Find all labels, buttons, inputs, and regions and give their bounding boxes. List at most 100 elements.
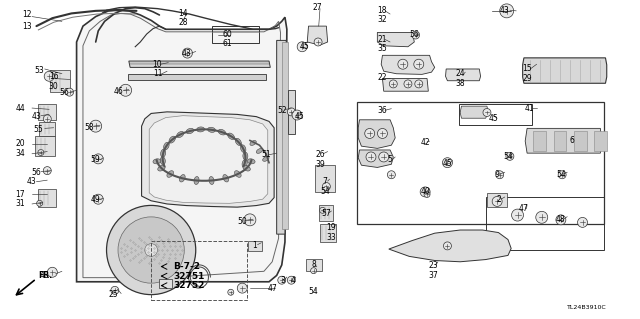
- Ellipse shape: [247, 159, 255, 164]
- Text: 2: 2: [496, 195, 500, 204]
- Text: 45: 45: [489, 114, 499, 123]
- Ellipse shape: [242, 160, 247, 167]
- Text: 19: 19: [326, 223, 336, 232]
- Text: 34: 34: [15, 149, 26, 158]
- Text: 57: 57: [321, 209, 332, 218]
- Bar: [594, 131, 607, 151]
- Bar: [39, 122, 55, 136]
- Polygon shape: [141, 112, 274, 207]
- Text: 3: 3: [280, 276, 285, 285]
- Text: 58: 58: [84, 123, 94, 132]
- Text: 7: 7: [323, 177, 328, 186]
- Polygon shape: [460, 106, 488, 118]
- Bar: [574, 131, 587, 151]
- Circle shape: [496, 171, 504, 179]
- Text: 6: 6: [569, 136, 574, 145]
- Bar: [459, 104, 532, 125]
- Circle shape: [378, 129, 387, 138]
- Text: 1: 1: [253, 241, 257, 250]
- Circle shape: [414, 59, 424, 69]
- Ellipse shape: [256, 148, 262, 153]
- Polygon shape: [378, 33, 414, 47]
- Text: 32: 32: [378, 15, 387, 24]
- Ellipse shape: [164, 142, 169, 150]
- Circle shape: [278, 276, 285, 284]
- Circle shape: [404, 80, 412, 88]
- Text: 28: 28: [179, 19, 188, 27]
- Text: 45: 45: [443, 159, 452, 168]
- Text: 21: 21: [378, 35, 387, 44]
- Ellipse shape: [196, 127, 205, 132]
- Circle shape: [287, 108, 295, 116]
- Ellipse shape: [234, 171, 241, 177]
- Text: 38: 38: [456, 79, 465, 88]
- Text: 18: 18: [378, 6, 387, 15]
- Text: 43: 43: [181, 48, 191, 58]
- Polygon shape: [282, 42, 288, 229]
- Text: 54: 54: [308, 287, 319, 296]
- Text: 43: 43: [500, 6, 509, 15]
- Text: 45: 45: [300, 42, 310, 51]
- Text: 48: 48: [556, 215, 566, 224]
- Text: 43: 43: [27, 177, 37, 186]
- Text: 29: 29: [522, 74, 532, 83]
- Polygon shape: [149, 116, 268, 203]
- Bar: [50, 70, 70, 92]
- Circle shape: [577, 218, 588, 227]
- Text: 12: 12: [22, 11, 31, 19]
- Text: 23: 23: [429, 261, 438, 271]
- Circle shape: [387, 171, 396, 179]
- Ellipse shape: [161, 149, 166, 157]
- Ellipse shape: [262, 156, 269, 161]
- Circle shape: [365, 129, 374, 138]
- Circle shape: [424, 191, 430, 197]
- Circle shape: [47, 267, 58, 277]
- Text: 51: 51: [261, 150, 271, 159]
- Text: 20: 20: [16, 139, 26, 148]
- Ellipse shape: [250, 141, 256, 145]
- Text: 15: 15: [522, 64, 532, 73]
- Bar: [38, 104, 56, 120]
- Text: 54: 54: [556, 170, 566, 179]
- Circle shape: [244, 214, 256, 226]
- Polygon shape: [358, 150, 393, 167]
- Text: 32752: 32752: [173, 281, 205, 290]
- Circle shape: [237, 283, 247, 293]
- Text: 47: 47: [519, 204, 529, 213]
- Text: 33: 33: [326, 233, 337, 242]
- Text: 61: 61: [223, 39, 232, 48]
- Circle shape: [511, 209, 524, 221]
- Polygon shape: [445, 69, 481, 81]
- Circle shape: [38, 150, 44, 155]
- Text: 13: 13: [22, 22, 32, 31]
- Circle shape: [323, 182, 330, 190]
- Text: 30: 30: [49, 82, 58, 91]
- Text: 60: 60: [223, 30, 232, 39]
- Polygon shape: [381, 55, 435, 74]
- Text: 59: 59: [91, 155, 100, 164]
- Text: 49: 49: [91, 195, 100, 204]
- Text: 44: 44: [15, 104, 26, 113]
- Circle shape: [366, 152, 376, 162]
- Text: 9: 9: [495, 170, 500, 179]
- Text: 37: 37: [429, 271, 438, 280]
- Circle shape: [118, 217, 184, 283]
- Ellipse shape: [177, 131, 184, 137]
- Ellipse shape: [207, 127, 216, 132]
- Circle shape: [398, 59, 408, 69]
- Circle shape: [106, 205, 196, 295]
- Circle shape: [65, 88, 74, 96]
- Ellipse shape: [186, 128, 194, 134]
- Ellipse shape: [160, 157, 165, 165]
- Text: B-7-2: B-7-2: [173, 262, 200, 271]
- Ellipse shape: [236, 138, 241, 145]
- Text: 53: 53: [35, 66, 45, 75]
- Ellipse shape: [157, 165, 165, 171]
- Polygon shape: [159, 278, 172, 288]
- Bar: [212, 26, 259, 43]
- Text: 36: 36: [378, 106, 387, 115]
- Text: 42: 42: [420, 138, 430, 147]
- Text: 25: 25: [108, 290, 118, 299]
- Polygon shape: [287, 90, 294, 134]
- Circle shape: [492, 197, 502, 206]
